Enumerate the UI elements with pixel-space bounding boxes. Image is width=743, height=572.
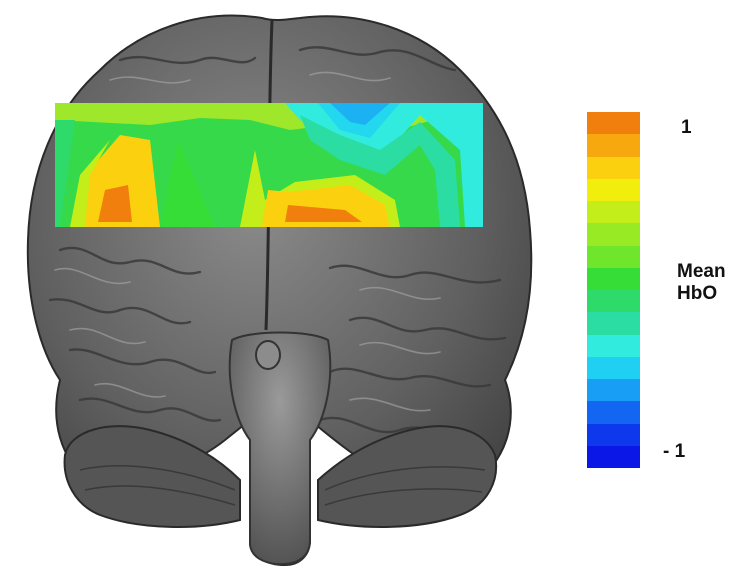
colorbar-segment — [587, 245, 640, 268]
colorbar — [587, 112, 640, 468]
overlay-region-lightblue — [318, 103, 400, 138]
colorbar-segment — [587, 178, 640, 201]
overlay-region-left-edge — [55, 120, 75, 227]
brainstem — [228, 331, 332, 566]
cerebellum-left — [63, 425, 241, 528]
colorbar-segment — [587, 201, 640, 224]
colorbar-segment — [587, 379, 640, 402]
brain-figure — [26, 14, 533, 567]
cerebellum-folia — [79, 465, 486, 506]
colorbar-segment — [587, 267, 640, 290]
colorbar-segment — [587, 134, 640, 157]
cerebellum-right — [317, 425, 497, 528]
hbo-activation-overlay — [55, 103, 483, 227]
colorbar-segment — [587, 156, 640, 179]
overlay-region-left-yellow — [80, 135, 160, 227]
colorbar-title: Mean HbO — [677, 261, 743, 305]
overlay-region-left-yellowgreen — [70, 140, 110, 227]
colorbar-max-label: 1 — [681, 117, 692, 138]
colorbar-segment — [587, 356, 640, 379]
colorbar-title-line2: HbO — [677, 283, 718, 304]
colorbar-segment — [587, 445, 640, 468]
overlay-region-wedge — [160, 140, 215, 227]
colorbar-segment — [587, 423, 640, 446]
brainstem-node — [255, 340, 281, 370]
overlay-region-teal — [300, 115, 460, 227]
colorbar-segment — [587, 401, 640, 424]
colorbar-segment — [587, 223, 640, 246]
colorbar-min-label: - 1 — [663, 441, 686, 462]
overlay-region-center-orange — [285, 205, 362, 222]
colorbar-title-line1: Mean — [677, 261, 726, 282]
brain-render — [26, 14, 533, 567]
gyri-highlights — [54, 71, 441, 412]
colorbar-segment — [587, 312, 640, 335]
colorbar-segment — [587, 112, 640, 135]
overlay-region-left-orange — [98, 185, 132, 222]
colorbar-segment — [587, 290, 640, 313]
colorbar-segment — [587, 334, 640, 357]
